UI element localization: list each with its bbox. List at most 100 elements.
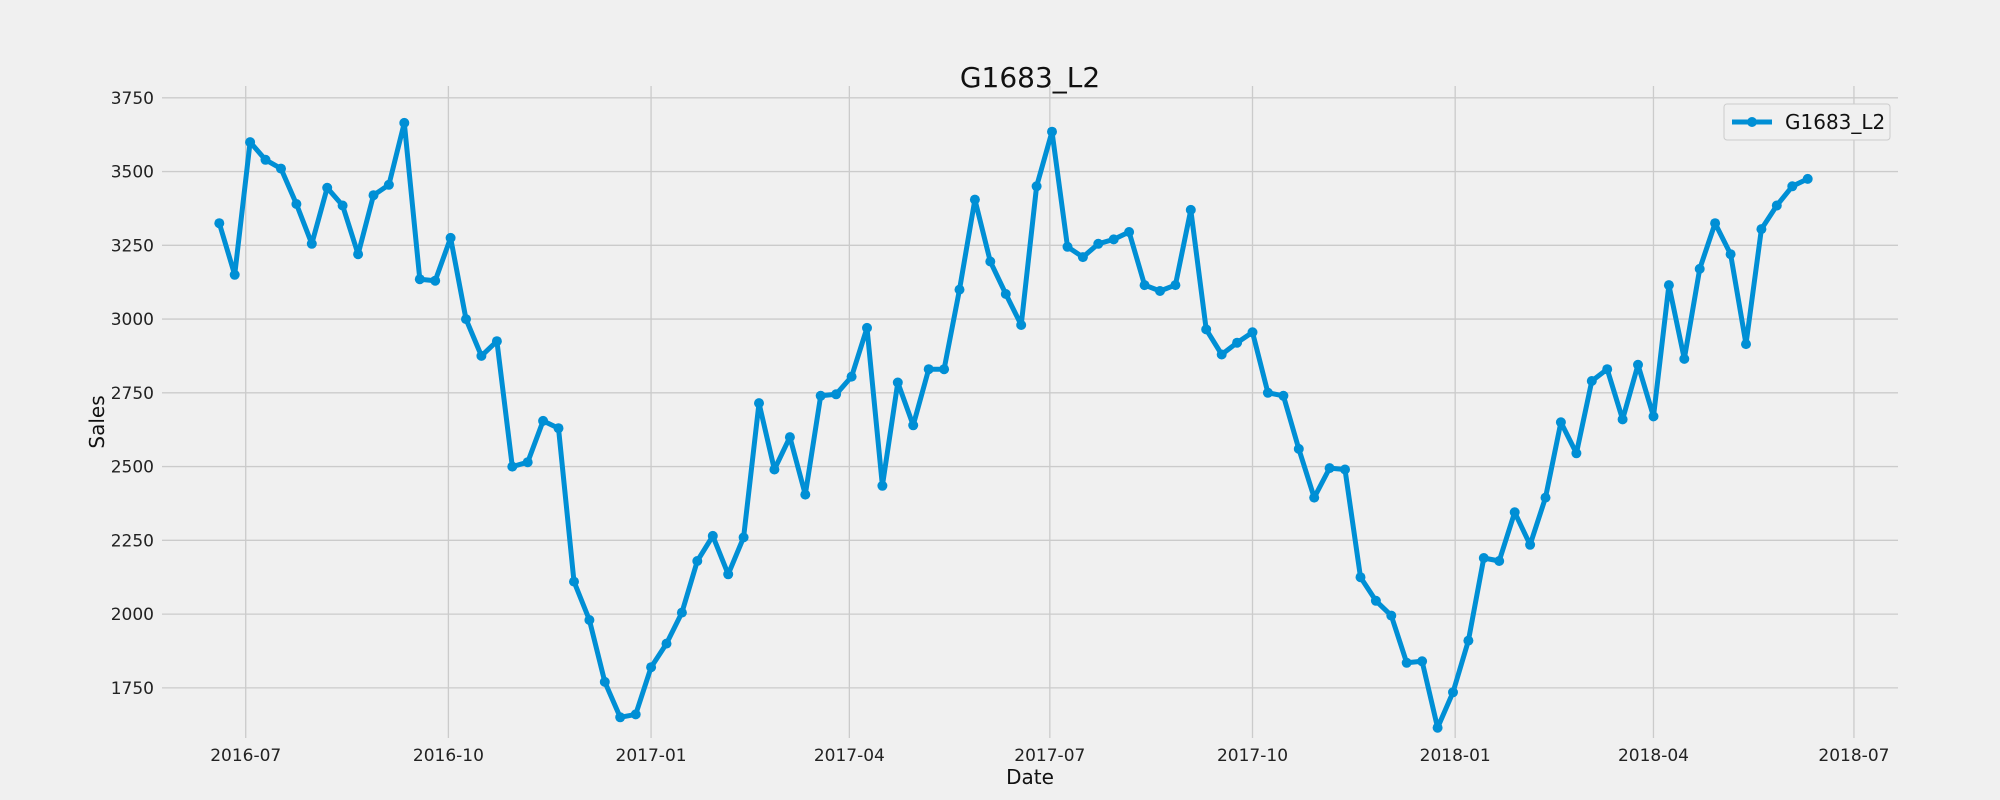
data-point bbox=[322, 182, 333, 193]
legend: G1683_L2 bbox=[1723, 103, 1891, 141]
data-point bbox=[476, 350, 487, 361]
data-point bbox=[661, 638, 672, 649]
data-point bbox=[1694, 263, 1705, 274]
data-point bbox=[1509, 507, 1520, 518]
data-point bbox=[1725, 249, 1736, 260]
data-point bbox=[1663, 280, 1674, 291]
x-tick-label: 2017-04 bbox=[814, 746, 885, 766]
data-point bbox=[1016, 320, 1027, 330]
data-point bbox=[491, 336, 502, 347]
y-tick-label: 3500 bbox=[111, 163, 154, 183]
data-point bbox=[1448, 687, 1458, 698]
data-point bbox=[1201, 324, 1212, 335]
data-point bbox=[1185, 204, 1196, 215]
x-tick-label: 2018-01 bbox=[1420, 746, 1491, 766]
data-point bbox=[569, 576, 579, 587]
data-point bbox=[1370, 595, 1381, 606]
data-point bbox=[1417, 656, 1428, 667]
data-point bbox=[1679, 353, 1690, 364]
data-point bbox=[260, 154, 271, 165]
data-point bbox=[1617, 414, 1628, 425]
data-point bbox=[754, 398, 764, 409]
y-tick-label: 2000 bbox=[111, 605, 154, 625]
data-point bbox=[1124, 227, 1135, 237]
y-tick-label: 3750 bbox=[111, 89, 154, 109]
data-point bbox=[1571, 448, 1582, 459]
data-point bbox=[1401, 657, 1412, 668]
data-point bbox=[353, 249, 364, 260]
data-point bbox=[368, 190, 379, 201]
data-point bbox=[584, 615, 595, 625]
data-point bbox=[892, 377, 903, 388]
chart-title: G1683_L2 bbox=[960, 61, 1100, 94]
data-point bbox=[969, 194, 980, 205]
x-tick-label: 2016-10 bbox=[413, 746, 484, 766]
data-point bbox=[1386, 610, 1397, 621]
data-point bbox=[1478, 553, 1489, 563]
data-point bbox=[1340, 464, 1350, 475]
data-point bbox=[214, 218, 225, 229]
data-point bbox=[1802, 173, 1813, 184]
data-point bbox=[1047, 126, 1057, 137]
series-group bbox=[214, 117, 1813, 733]
data-point bbox=[538, 415, 549, 426]
data-point bbox=[738, 532, 749, 543]
data-point bbox=[815, 390, 826, 401]
data-point bbox=[646, 662, 657, 673]
y-tick-label: 1750 bbox=[111, 679, 154, 699]
y-tick-label: 2750 bbox=[111, 384, 154, 404]
data-point bbox=[507, 461, 518, 472]
data-point bbox=[1155, 286, 1165, 296]
y-tick-label: 3250 bbox=[111, 236, 154, 256]
data-point bbox=[383, 179, 394, 190]
data-point bbox=[553, 423, 564, 434]
data-point bbox=[1525, 539, 1536, 550]
data-point bbox=[461, 314, 471, 325]
data-point bbox=[337, 200, 348, 211]
data-point bbox=[1756, 224, 1767, 235]
data-point bbox=[276, 163, 286, 174]
data-point bbox=[877, 480, 888, 491]
data-point bbox=[1247, 327, 1258, 338]
data-point bbox=[939, 364, 950, 375]
data-point bbox=[399, 117, 410, 128]
data-point bbox=[1771, 200, 1782, 211]
legend-marker bbox=[1747, 117, 1757, 127]
data-point bbox=[784, 432, 795, 443]
data-point bbox=[1108, 234, 1119, 245]
data-point bbox=[1555, 417, 1566, 428]
data-point bbox=[954, 284, 965, 295]
data-point bbox=[1741, 339, 1751, 350]
data-point bbox=[522, 457, 533, 468]
data-point bbox=[1787, 181, 1798, 192]
data-point bbox=[615, 712, 626, 723]
data-point bbox=[1293, 443, 1304, 454]
data-point bbox=[707, 530, 718, 541]
data-point bbox=[985, 256, 996, 267]
data-point bbox=[800, 489, 811, 500]
data-point bbox=[245, 137, 256, 148]
data-point bbox=[1232, 337, 1243, 348]
x-tick-label: 2017-07 bbox=[1014, 746, 1085, 766]
data-point bbox=[306, 238, 317, 249]
data-point bbox=[1324, 463, 1335, 474]
data-point bbox=[1278, 390, 1289, 401]
data-point bbox=[630, 709, 641, 720]
data-point bbox=[1463, 635, 1474, 646]
data-point bbox=[1710, 218, 1721, 229]
data-point bbox=[1633, 359, 1643, 370]
legend-label: G1683_L2 bbox=[1785, 110, 1885, 134]
data-point bbox=[229, 269, 240, 280]
data-point bbox=[862, 322, 872, 333]
data-point bbox=[1062, 241, 1073, 252]
legend-box bbox=[1723, 103, 1891, 141]
data-point bbox=[1494, 556, 1505, 566]
x-axis-label: Date bbox=[1006, 765, 1054, 789]
data-point bbox=[676, 607, 687, 618]
data-point bbox=[1602, 364, 1613, 375]
data-point bbox=[1540, 492, 1551, 503]
y-tick-label: 3000 bbox=[111, 310, 154, 330]
data-point bbox=[1262, 387, 1273, 398]
data-point bbox=[1139, 280, 1150, 291]
